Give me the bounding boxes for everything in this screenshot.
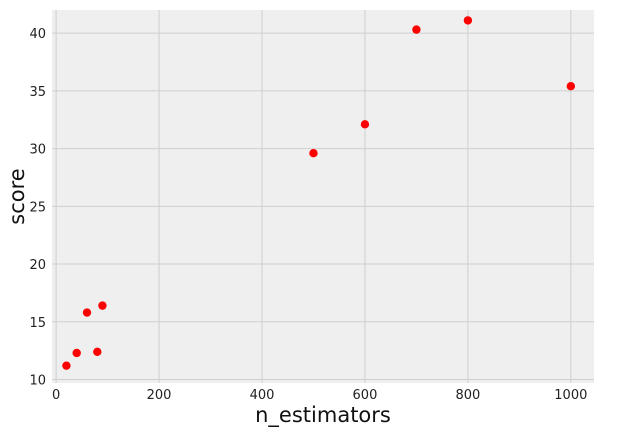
data-point bbox=[82, 308, 92, 317]
x-tick-labels: 0 200 400 600 800 1000 bbox=[52, 388, 587, 403]
data-point bbox=[412, 25, 421, 34]
y-tick-label: 30 bbox=[29, 143, 46, 158]
data-point bbox=[309, 148, 318, 158]
x-tick-label: 600 bbox=[353, 388, 378, 403]
y-tick-label: 20 bbox=[29, 258, 46, 273]
data-point bbox=[98, 301, 107, 310]
data-points bbox=[62, 16, 576, 370]
x-axis-title: n_estimators bbox=[255, 403, 391, 428]
y-tick-label: 10 bbox=[29, 374, 46, 389]
x-tick-label: 200 bbox=[147, 388, 172, 403]
x-gridlines bbox=[55, 10, 572, 383]
data-point bbox=[72, 348, 81, 358]
x-tick-label: 800 bbox=[455, 388, 480, 403]
y-tick-label: 15 bbox=[29, 316, 46, 331]
data-point bbox=[93, 347, 102, 357]
x-tick-label: 400 bbox=[250, 388, 275, 403]
x-tick-label: 1000 bbox=[554, 388, 587, 403]
y-tick-label: 25 bbox=[29, 200, 46, 215]
y-tick-label: 40 bbox=[29, 27, 46, 42]
y-tick-labels: 10 15 20 25 30 35 40 bbox=[29, 27, 46, 388]
data-point bbox=[463, 16, 473, 25]
data-point bbox=[360, 120, 370, 129]
y-axis-title: score bbox=[5, 168, 29, 224]
y-gridlines bbox=[52, 32, 594, 381]
x-tick-label: 0 bbox=[52, 388, 60, 403]
data-point bbox=[62, 361, 71, 370]
y-tick-label: 35 bbox=[29, 85, 46, 100]
data-point bbox=[566, 82, 576, 91]
plot-area bbox=[52, 10, 594, 383]
